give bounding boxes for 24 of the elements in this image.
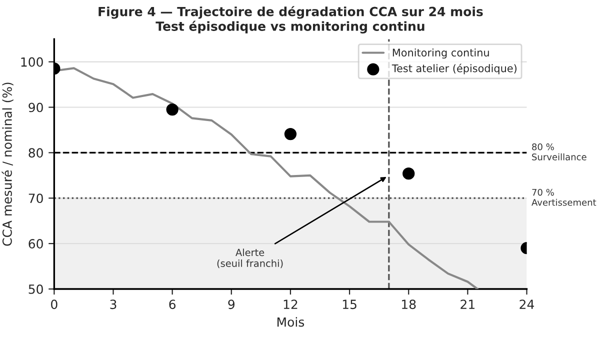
y-tick-label: 80	[28, 148, 43, 158]
annotation: Alerte (seuil franchi)	[217, 248, 283, 268]
x-tick-label: 0	[51, 300, 58, 310]
ref-line-label: 80 % Surveillance	[532, 143, 586, 160]
ref-line-label: 70 % Avertissement	[532, 188, 596, 206]
y-tick-label: 50	[28, 284, 43, 294]
legend-label: Test atelier (épisodique)	[392, 64, 516, 74]
x-tick-label: 21	[460, 300, 474, 309]
y-tick-label: 100	[21, 57, 43, 67]
y-tick-label: 90	[28, 102, 43, 112]
x-tick-label: 6	[169, 300, 176, 310]
x-tick-label: 15	[342, 300, 356, 310]
chart-title: Figure 4 — Trajectoire de dégradation CCA sur 24 mois Test épisodique vs monitoring continu	[98, 6, 483, 34]
y-axis-title: CCA mesuré / nominal (%)	[2, 82, 14, 246]
x-tick-label: 12	[284, 300, 298, 309]
y-tick-label: 60	[28, 239, 43, 248]
x-tick-label: 24	[520, 300, 534, 309]
point	[284, 128, 297, 140]
x-tick-label: 9	[228, 300, 234, 310]
y-tick-label: 70	[28, 194, 43, 204]
legend-label: Monitoring continu	[392, 48, 489, 59]
x-tick-label: 18	[402, 300, 416, 310]
x-tick-label: 3	[110, 300, 116, 310]
x-axis-title: Mois	[277, 317, 304, 327]
